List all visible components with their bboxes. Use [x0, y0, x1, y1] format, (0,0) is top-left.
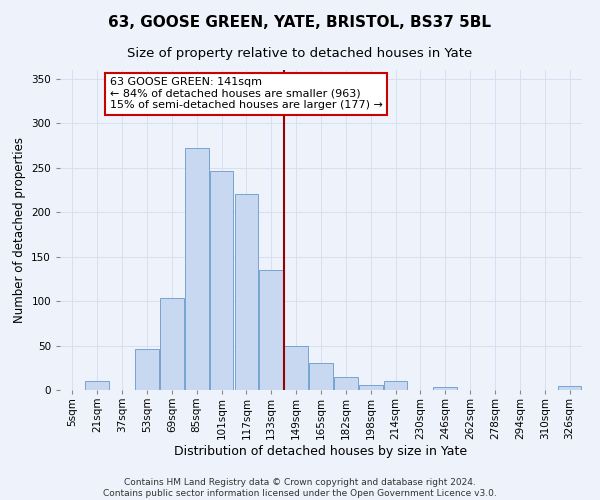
Bar: [384, 381, 407, 390]
Bar: [235, 194, 258, 390]
Bar: [284, 346, 308, 390]
X-axis label: Distribution of detached houses by size in Yate: Distribution of detached houses by size …: [175, 444, 467, 458]
Bar: [359, 384, 383, 390]
Bar: [558, 386, 581, 390]
Bar: [210, 172, 233, 390]
Y-axis label: Number of detached properties: Number of detached properties: [13, 137, 26, 323]
Bar: [185, 148, 209, 390]
Text: 63, GOOSE GREEN, YATE, BRISTOL, BS37 5BL: 63, GOOSE GREEN, YATE, BRISTOL, BS37 5BL: [109, 15, 491, 30]
Bar: [334, 376, 358, 390]
Bar: [259, 270, 283, 390]
Bar: [135, 349, 159, 390]
Text: Size of property relative to detached houses in Yate: Size of property relative to detached ho…: [127, 48, 473, 60]
Text: 63 GOOSE GREEN: 141sqm
← 84% of detached houses are smaller (963)
15% of semi-de: 63 GOOSE GREEN: 141sqm ← 84% of detached…: [110, 77, 383, 110]
Text: Contains HM Land Registry data © Crown copyright and database right 2024.
Contai: Contains HM Land Registry data © Crown c…: [103, 478, 497, 498]
Bar: [160, 298, 184, 390]
Bar: [433, 388, 457, 390]
Bar: [309, 364, 333, 390]
Bar: [85, 381, 109, 390]
